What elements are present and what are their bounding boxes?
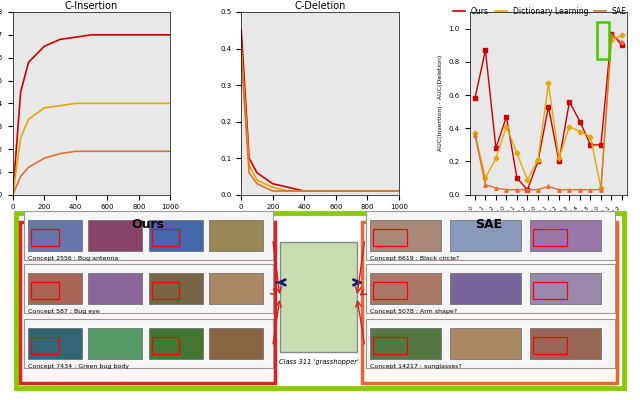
Text: Concept 6619 : Black circle?: Concept 6619 : Black circle? xyxy=(371,256,460,261)
Bar xyxy=(374,230,407,246)
Bar xyxy=(366,264,615,314)
Bar xyxy=(24,211,273,260)
Bar xyxy=(28,220,82,251)
Bar xyxy=(28,273,82,304)
Bar xyxy=(374,282,407,299)
X-axis label: # of Concepts: # of Concepts xyxy=(293,216,347,225)
Text: Concept 7434 : Green bug body: Concept 7434 : Green bug body xyxy=(28,364,129,369)
Bar xyxy=(533,282,567,299)
Bar xyxy=(530,273,601,304)
Text: Class 311 'grasshopper': Class 311 'grasshopper' xyxy=(279,359,358,365)
Text: Concept 587 : Bug eye: Concept 587 : Bug eye xyxy=(28,309,100,314)
Bar xyxy=(88,328,143,359)
Bar xyxy=(209,328,263,359)
X-axis label: Block Number: Block Number xyxy=(522,222,575,231)
Bar xyxy=(280,242,357,352)
Bar xyxy=(148,220,203,251)
Bar xyxy=(530,328,601,359)
Bar xyxy=(451,273,521,304)
X-axis label: # of Concepts: # of Concepts xyxy=(65,216,118,225)
Bar xyxy=(371,220,441,251)
Bar xyxy=(28,328,82,359)
Bar xyxy=(209,273,263,304)
Bar xyxy=(530,220,601,251)
Bar xyxy=(148,273,203,304)
Bar xyxy=(31,337,59,354)
Bar xyxy=(371,328,441,359)
Text: Concept 2556 : Bug antenna: Concept 2556 : Bug antenna xyxy=(28,256,118,261)
Bar xyxy=(148,328,203,359)
Bar xyxy=(596,22,609,58)
Bar xyxy=(366,211,615,260)
Bar xyxy=(362,222,617,383)
Title: C-Deletion: C-Deletion xyxy=(294,1,346,11)
Bar xyxy=(24,264,273,314)
Bar xyxy=(533,230,567,246)
Bar xyxy=(451,328,521,359)
Bar xyxy=(371,273,441,304)
Legend: Ours, Dictionary Learning, SAE: Ours, Dictionary Learning, SAE xyxy=(451,4,630,19)
Bar xyxy=(209,220,263,251)
Bar xyxy=(152,282,179,299)
Bar xyxy=(88,273,143,304)
Bar xyxy=(374,337,407,354)
Bar xyxy=(451,220,521,251)
Title: C-Insertion: C-Insertion xyxy=(65,1,118,11)
Bar xyxy=(31,282,59,299)
Text: Concept 14217 : sunglasses?: Concept 14217 : sunglasses? xyxy=(371,364,462,369)
Text: Concept 5078 : Arm shape?: Concept 5078 : Arm shape? xyxy=(371,309,458,314)
Bar xyxy=(88,220,143,251)
Bar xyxy=(152,230,179,246)
Text: SAE: SAE xyxy=(476,218,502,230)
Bar xyxy=(152,337,179,354)
Bar xyxy=(31,230,59,246)
Text: Ours: Ours xyxy=(131,218,164,230)
Bar xyxy=(20,222,275,383)
Bar xyxy=(24,319,273,368)
Y-axis label: AUC(Insertion) - AUC(Deletion): AUC(Insertion) - AUC(Deletion) xyxy=(438,55,443,152)
Bar xyxy=(366,319,615,368)
Bar xyxy=(533,337,567,354)
